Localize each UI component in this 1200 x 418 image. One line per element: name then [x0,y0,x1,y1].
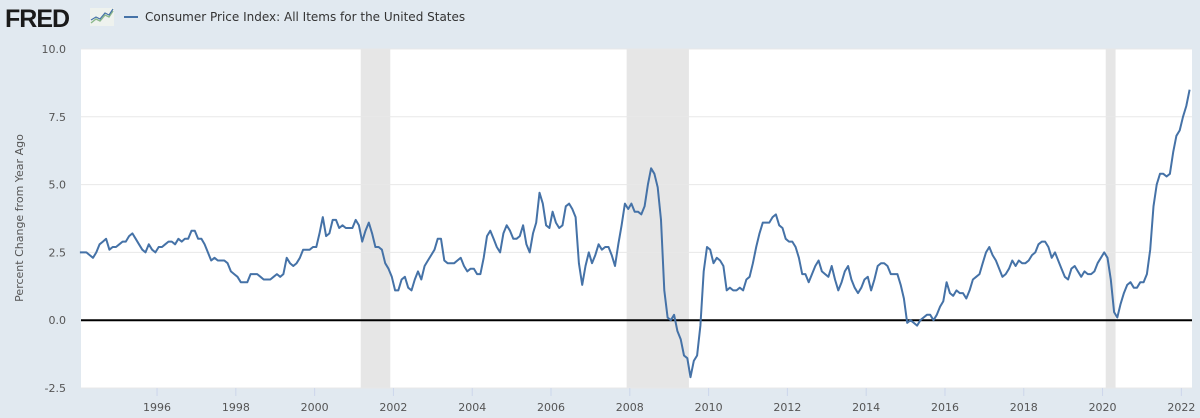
x-tick-label: 2004 [458,401,486,414]
x-tick-label: 2006 [537,401,565,414]
gridlines [81,48,1192,389]
x-tick-label: 2018 [1010,401,1038,414]
series-line-cpi[interactable] [79,89,1191,379]
y-tick-label: 10.0 [42,43,67,56]
x-tick-label: 2002 [379,401,407,414]
y-tick-label: 5.0 [49,179,67,192]
y-axis-label: Percent Change from Year Ago [13,134,26,302]
x-tick-label: 2020 [1089,401,1117,414]
legend: Consumer Price Index: All Items for the … [124,10,465,24]
x-tick-label: 2008 [616,401,644,414]
x-tick-label: 2010 [695,401,723,414]
y-axis: -2.5 0.0 2.5 5.0 7.5 10.0 [42,43,67,395]
recession-band [360,49,391,388]
x-tick-label: 2016 [931,401,959,414]
y-tick-label: -2.5 [45,382,66,395]
fred-logo[interactable]: FRED [5,5,70,33]
x-tick-label: 2022 [1167,401,1195,414]
y-tick-label: 7.5 [49,111,67,124]
x-tick-label: 1998 [222,401,250,414]
recession-band [1105,49,1116,388]
legend-swatch [124,16,138,18]
y-tick-label: 2.5 [49,246,67,259]
x-tick-label: 2000 [301,401,329,414]
x-tick-label: 1996 [143,401,171,414]
trend-line-icon [90,8,114,26]
chart-header: FRED Consumer Price Index: All Items for… [0,0,1200,36]
x-axis: 1996 1998 2000 2002 2004 2006 2008 2010 2012 2014… [143,388,1195,414]
y-tick-label: 0.0 [49,314,67,327]
x-tick-label: 2014 [852,401,880,414]
legend-label: Consumer Price Index: All Items for the … [145,10,466,24]
x-tick-label: 2012 [773,401,801,414]
